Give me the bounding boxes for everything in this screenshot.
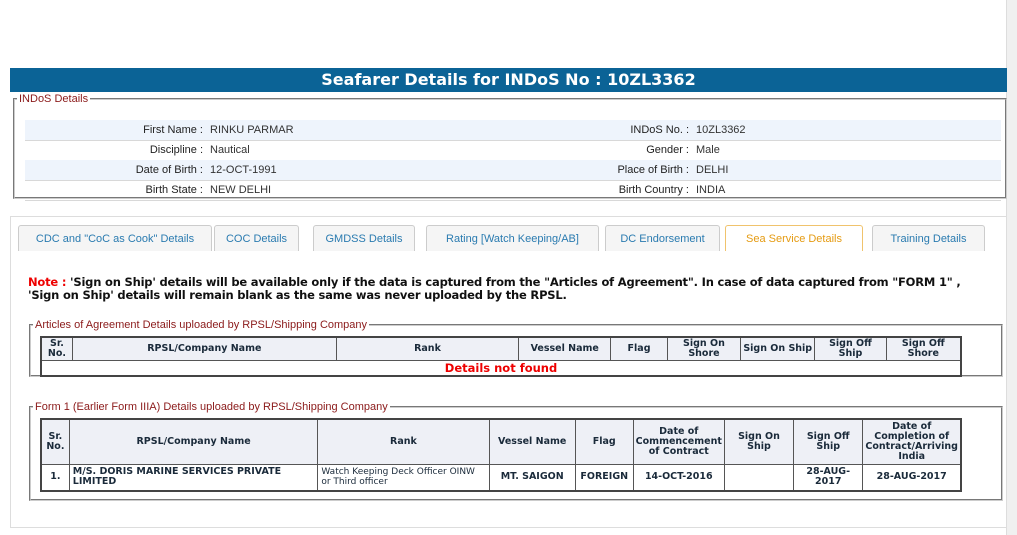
field-label: First Name : [143, 124, 203, 136]
table-cell: MT. SAIGON [488, 463, 576, 492]
table-cell: FOREIGN [574, 463, 634, 492]
tab-cdc-and-coc-as-cook-details[interactable]: CDC and "CoC as Cook" Details [18, 225, 212, 251]
indos-legend: INDoS Details [19, 93, 89, 105]
column-header: Date of Completion of Contract/Arriving … [862, 418, 962, 465]
table-row: Details not found [40, 360, 962, 377]
form1-table: Sr. No. RPSL/Company Name Rank Vessel Name F… [40, 418, 962, 492]
field-value: NEW DELHI [210, 184, 272, 196]
column-header: Sign On Shore [666, 336, 742, 361]
column-header: Rank [335, 336, 520, 361]
indos-row: Discipline : Nautical Gender : Male [25, 140, 1001, 161]
column-header: Vessel Name [488, 418, 576, 465]
tab-coc-details[interactable]: COC Details [214, 225, 299, 251]
column-header: Flag [610, 336, 668, 361]
note-label: Note : [28, 275, 67, 289]
table-row: 1. M/S. DORIS MARINE SERVICES PRIVATE LIM… [40, 463, 962, 492]
column-header: Sign On Ship [740, 336, 816, 361]
note-text: 'Sign on Ship' details will be available… [28, 275, 961, 302]
indos-row: Date of Birth : 12-OCT-1991 Place of Bir… [25, 160, 1001, 181]
table-cell: Watch Keeping Deck Officer OINW or Third… [317, 463, 490, 492]
column-header: Date of Commencement of Contract [632, 418, 725, 465]
table-header-row: Sr. No. RPSL/Company Name Rank Vessel Name F… [40, 418, 962, 465]
form1-section: Form 1 (Earlier Form IIIA) Details uploa… [29, 401, 1003, 501]
field-label: Birth State : [145, 184, 203, 196]
table-cell: 14-OCT-2016 [632, 463, 725, 492]
field-value: 10ZL3362 [696, 124, 746, 136]
field-value: 12-OCT-1991 [210, 164, 277, 176]
tab-dc-endorsement[interactable]: DC Endorsement [605, 225, 720, 251]
column-header: Flag [574, 418, 634, 465]
articles-legend: Articles of Agreement Details uploaded b… [35, 319, 368, 331]
indos-details: INDoS Details First Name : RINKU PARMAR … [13, 93, 1007, 201]
table-cell: 1. [40, 463, 70, 492]
form1-legend: Form 1 (Earlier Form IIIA) Details uploa… [35, 401, 388, 413]
field-label: Date of Birth : [135, 164, 203, 176]
table-cell: 28-AUG-2017 [862, 463, 962, 492]
empty-message: Details not found [40, 360, 962, 377]
column-header: Sign Off Ship [814, 336, 887, 361]
field-value: DELHI [696, 164, 729, 176]
table-header-row: Sr. No. RPSL/Company Name Rank Vessel Name F… [40, 336, 962, 361]
column-header: Sign Off Ship [793, 418, 864, 465]
field-value: RINKU PARMAR [210, 124, 294, 136]
tab-training-details[interactable]: Training Details [872, 225, 985, 251]
column-header: Vessel Name [518, 336, 612, 361]
indos-row: Birth State : NEW DELHI Birth Country : … [25, 180, 1001, 201]
tab-rating-watch-keeping-ab[interactable]: Rating [Watch Keeping/AB] [426, 225, 599, 251]
table-cell: M/S. DORIS MARINE SERVICES PRIVATE LIMIT… [68, 463, 319, 492]
field-label: Discipline : [149, 144, 203, 156]
table-cell [723, 463, 795, 492]
tab-panel: CDC and "CoC as Cook" Details COC Details… [10, 216, 1007, 528]
column-header: Rank [317, 418, 490, 465]
indos-row: First Name : RINKU PARMAR INDoS No. : 10… [25, 120, 1001, 141]
table-cell: 28-AUG-2017 [793, 463, 864, 492]
field-label: Gender : [646, 144, 689, 156]
page-title: Seafarer Details for INDoS No : 10ZL3362 [10, 68, 1007, 92]
column-header: Sr. No. [40, 418, 70, 465]
field-label: INDoS No. : [630, 124, 689, 136]
tab-sea-service-details[interactable]: Sea Service Details [725, 225, 863, 251]
column-header: Sign On Ship [723, 418, 795, 465]
articles-table: Sr. No. RPSL/Company Name Rank Vessel Name F… [40, 336, 962, 377]
note: Note : 'Sign on Ship' details will be av… [28, 276, 993, 302]
field-value: Male [696, 144, 720, 156]
tab-gmdss-details[interactable]: GMDSS Details [313, 225, 415, 251]
column-header: RPSL/Company Name [68, 418, 319, 465]
field-label: Place of Birth : [617, 164, 689, 176]
column-header: RPSL/Company Name [71, 336, 337, 361]
column-header: Sign Off Shore [885, 336, 962, 361]
field-label: Birth Country : [618, 184, 689, 196]
vertical-scrollbar[interactable] [1006, 0, 1017, 535]
field-value: INDIA [696, 184, 726, 196]
field-value: Nautical [210, 144, 250, 156]
column-header: Sr. No. [40, 336, 73, 361]
